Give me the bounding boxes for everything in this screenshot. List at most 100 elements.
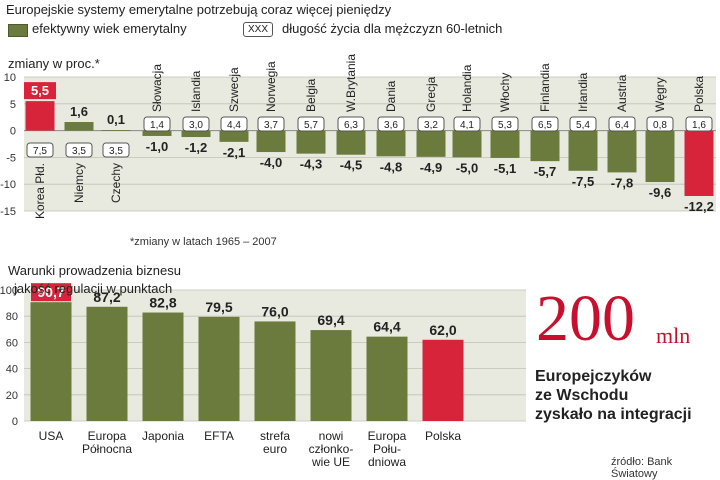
life-expectancy-value: 3,0	[189, 120, 203, 131]
life-expectancy-box	[297, 116, 325, 132]
bottom-category-label: Polska	[425, 429, 461, 443]
top-bar	[416, 130, 446, 157]
life-expectancy-box	[608, 116, 636, 132]
source-note: źródło: Bank Światowy	[611, 456, 673, 480]
top-bar	[607, 130, 637, 173]
top-ytick-label: 5	[10, 99, 16, 111]
top-category-label: Węgry	[653, 77, 667, 112]
top-bar	[25, 101, 55, 131]
bottom-bar	[366, 336, 408, 421]
top-value-label: -4,0	[260, 155, 282, 170]
top-ytick-label: -5	[6, 152, 16, 164]
top-bar	[256, 130, 286, 153]
bottom-chart-title: Warunki prowadzenia biznesu	[8, 263, 181, 278]
top-value-label: -5,7	[534, 164, 556, 179]
bottom-category-label: Północna	[82, 442, 132, 456]
top-value-label: -4,8	[380, 159, 402, 174]
life-expectancy-value: 3,5	[109, 146, 123, 157]
top-category-label: Finlandia	[538, 63, 552, 112]
bottom-bar	[422, 339, 464, 421]
big-number-unit: mln	[656, 323, 691, 348]
side-caption-line: ze Wschodu	[535, 387, 629, 404]
life-expectancy-box	[143, 116, 171, 132]
top-bar	[296, 130, 326, 154]
bottom-category-label: wie UE	[311, 455, 350, 469]
bottom-bar	[198, 316, 240, 421]
top-bar	[64, 122, 94, 131]
top-category-label: Belgia	[304, 78, 318, 112]
top-bar	[645, 130, 675, 183]
bottom-category-label: Europa	[88, 429, 127, 443]
top-bar	[490, 130, 520, 158]
top-value-label: -7,5	[572, 174, 594, 189]
bottom-category-label: EFTA	[204, 429, 234, 443]
bottom-category-label: strefa	[260, 429, 290, 443]
top-bar	[219, 130, 249, 142]
bottom-ytick-label: 60	[6, 337, 18, 349]
bottom-bar	[86, 306, 128, 421]
life-expectancy-value: 4,4	[227, 120, 241, 131]
top-category-label: Irlandia	[576, 72, 590, 112]
life-expectancy-box	[220, 116, 248, 132]
top-value-label: 5,5	[31, 83, 49, 98]
top-bar	[452, 130, 482, 158]
top-plot-area	[24, 77, 716, 211]
top-bar	[376, 130, 406, 157]
top-value-label: -1,0	[146, 139, 168, 154]
life-expectancy-value: 3,2	[424, 120, 438, 131]
life-expectancy-box	[569, 116, 597, 132]
legend-box-label: długość życia dla mężczyzn 60-letnich	[282, 21, 503, 36]
bottom-value-label: 90,7	[37, 284, 64, 300]
life-expectancy-box	[453, 116, 481, 132]
bottom-bar	[254, 321, 296, 421]
bottom-ytick-label: 20	[6, 390, 18, 402]
bottom-value-label: 82,8	[149, 295, 176, 311]
top-value-label: -7,8	[611, 175, 633, 190]
bottom-ytick-label: 0	[12, 416, 18, 428]
bottom-ytick-label: 80	[6, 311, 18, 323]
top-ytick-label: -10	[0, 179, 16, 191]
top-value-label: -2,1	[223, 145, 245, 160]
bottom-value-label: 64,4	[373, 319, 400, 335]
bottom-bar	[142, 312, 184, 421]
top-value-label: -9,6	[649, 185, 671, 200]
top-ytick-label: 10	[4, 72, 16, 84]
bottom-value-label: 62,0	[429, 322, 456, 338]
top-value-label: -5,1	[494, 161, 516, 176]
bottom-value-label-bg	[31, 283, 71, 302]
top-category-label: Norwegia	[264, 61, 278, 112]
top-chart-title: Europejskie systemy emerytalne potrzebuj…	[6, 2, 392, 17]
top-value-label: -1,2	[185, 140, 207, 155]
life-expectancy-box	[491, 116, 519, 132]
top-category-label: Włochy	[498, 73, 512, 112]
side-caption-line: zyskało na integracji	[535, 406, 692, 423]
top-ytick-label: 0	[10, 126, 16, 138]
life-expectancy-value: 3,6	[384, 120, 398, 131]
top-category-label: Islandia	[189, 70, 203, 112]
top-ytick-label: -15	[0, 206, 16, 218]
life-expectancy-box	[257, 116, 285, 132]
life-expectancy-value: 1,6	[692, 120, 706, 131]
top-chart: 10 5 0 -5 -10 -15 5,5 7,5 Korea Płd. 1,6 3,5 Niemcy…	[0, 54, 716, 219]
top-category-label: Szwecja	[227, 67, 241, 112]
legend-bar-swatch	[8, 24, 28, 37]
bottom-bar	[30, 302, 72, 421]
life-expectancy-box	[337, 116, 365, 132]
top-category-label: Korea Płd.	[33, 163, 47, 219]
bottom-value-label: 79,5	[205, 299, 232, 315]
top-category-label: Polska	[692, 76, 706, 112]
bottom-chart-subtitle: jakość regulacji w punktach	[14, 281, 173, 296]
top-value-label-bg	[24, 82, 56, 100]
top-bar	[181, 130, 211, 138]
life-expectancy-box	[685, 116, 713, 132]
top-value-label: -4,3	[300, 157, 322, 172]
life-expectancy-box	[646, 116, 674, 132]
bottom-category-label: Japonia	[142, 429, 184, 443]
bottom-category-label: dniowa	[368, 455, 406, 469]
life-expectancy-value: 3,7	[264, 120, 278, 131]
top-category-label: Grecja	[424, 76, 438, 112]
life-expectancy-box	[102, 142, 130, 158]
top-bar	[142, 130, 172, 136]
bottom-value-label: 87,2	[93, 289, 120, 305]
top-value-label: -5,0	[456, 160, 478, 175]
